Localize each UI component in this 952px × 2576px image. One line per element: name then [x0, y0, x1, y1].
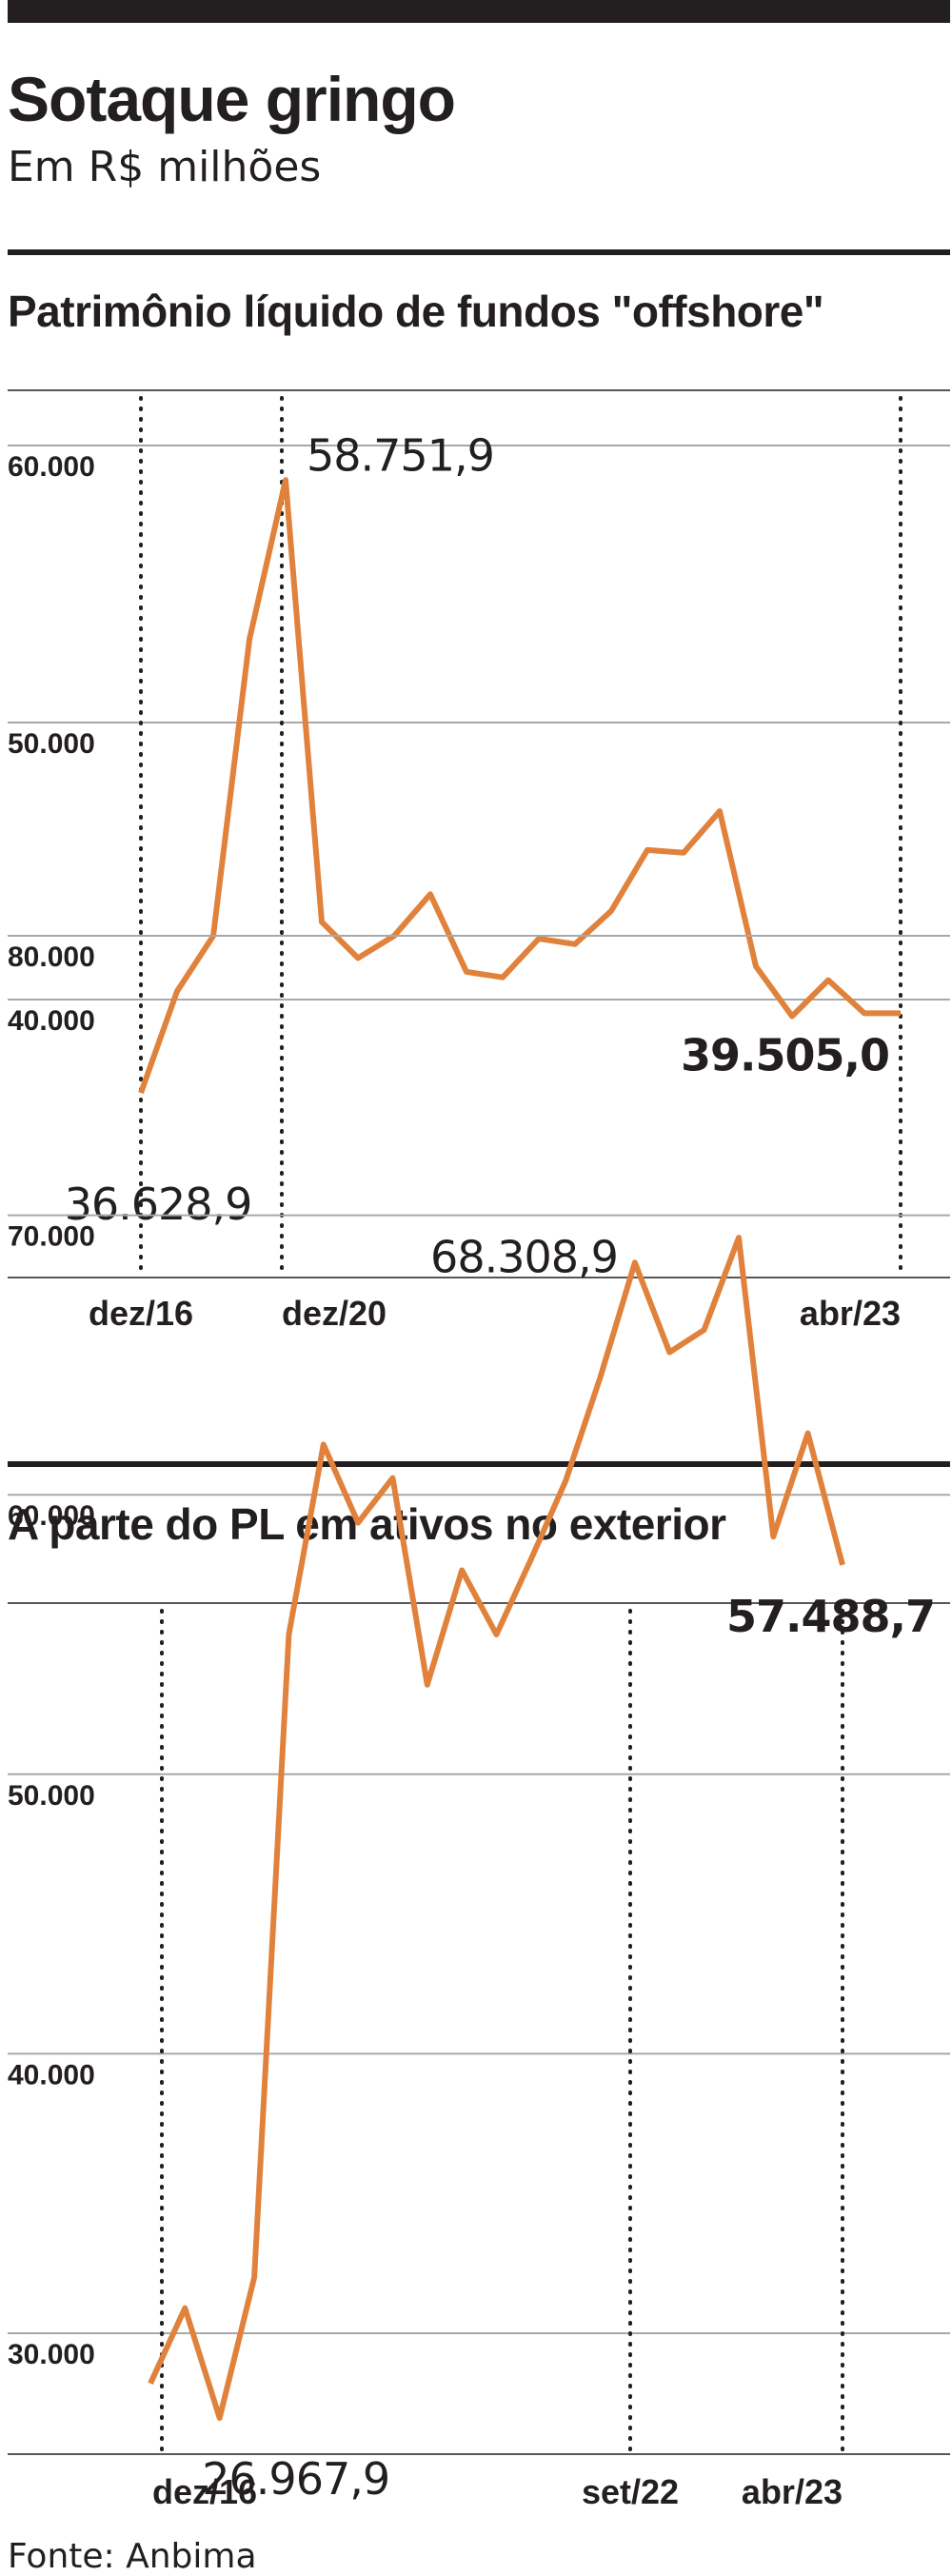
chart1-data-label: 39.505,0 [681, 1029, 889, 1080]
chart1-x-tick-label: dez/16 [89, 1294, 193, 1333]
chart1-x-tick-label: dez/20 [282, 1294, 387, 1333]
chart1-x-tick-label: abr/23 [800, 1294, 901, 1333]
chart2-x-tick-label: set/22 [582, 2472, 679, 2511]
chart2-y-tick-label: 40.000 [8, 2059, 95, 2091]
chart1-offshore-net-worth: 40.000 50.000 60.000 dez/16 dez/20 abr/23 36.6… [8, 389, 950, 1333]
chart2-data-label: 68.308,9 [430, 1231, 618, 1282]
chart1-series-line [138, 477, 901, 1095]
chart1-y-tick-label: 60.000 [8, 451, 95, 483]
chart2-y-tick-label: 30.000 [8, 2339, 95, 2370]
section-rule-1 [8, 249, 950, 255]
chart1-y-tick-label: 50.000 [8, 728, 95, 760]
chart2-y-tick-label: 80.000 [8, 941, 95, 973]
top-bar [8, 0, 950, 23]
chart1-title: Patrimônio líquido de fundos "offshore" [8, 287, 824, 336]
chart1-data-label: 36.628,9 [65, 1179, 252, 1230]
page-title: Sotaque gringo [8, 64, 456, 134]
section-rule-2 [8, 1461, 950, 1467]
chart1-data-label: 58.751,9 [307, 429, 494, 481]
chart2-series-line [148, 1235, 845, 2421]
chart2-x-tick-label: abr/23 [742, 2472, 843, 2511]
page-subtitle: Em R$ milhões [8, 143, 322, 191]
chart2-y-tick-label: 50.000 [8, 1780, 95, 1812]
chart1-y-tick-label: 40.000 [8, 1005, 95, 1037]
chart2-data-label: 26.967,9 [202, 2453, 389, 2505]
chart2-y-tick-label: 70.000 [8, 1221, 95, 1253]
chart2-data-label: 57.488,7 [726, 1591, 935, 1642]
chart2-y-tick-label: 60.000 [8, 1500, 95, 1532]
source-note: Fonte: Anbima [8, 2537, 257, 2576]
chart2-x-tick-label: dez/16 [152, 2472, 257, 2511]
